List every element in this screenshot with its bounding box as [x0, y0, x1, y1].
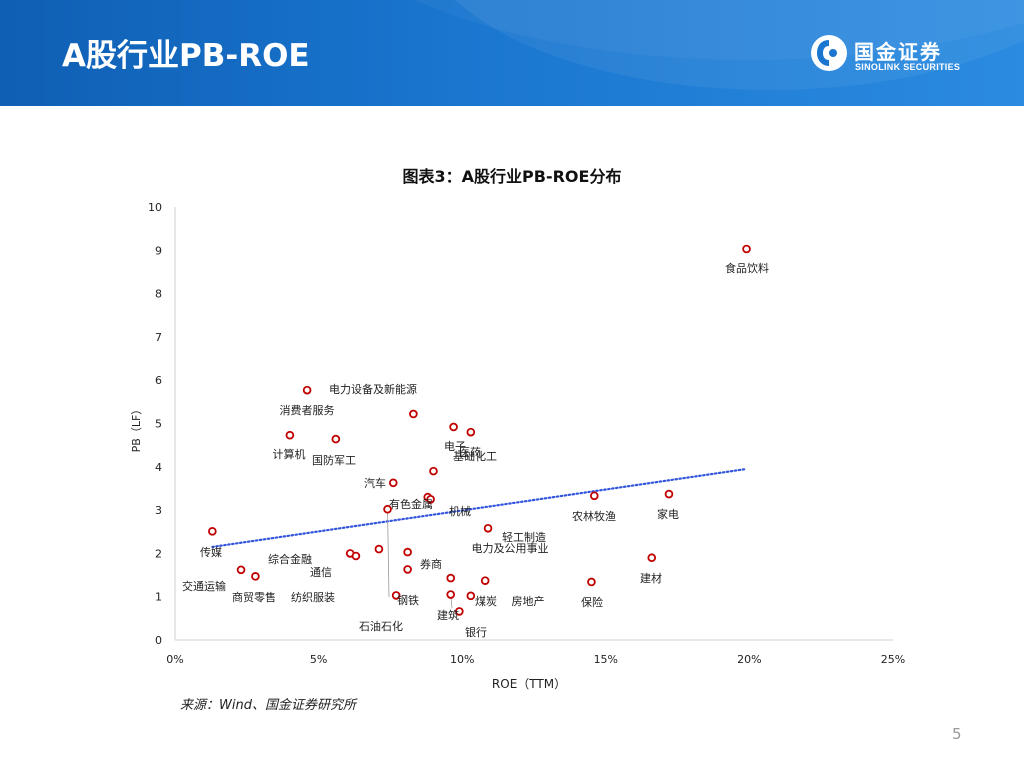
point-label: 综合金融 [268, 552, 312, 566]
point-label: 商贸零售 [232, 590, 276, 604]
point-label: 钢铁 [397, 594, 419, 607]
trendline-group [211, 467, 748, 549]
point-label: 通信 [310, 566, 332, 579]
data-point [383, 504, 392, 514]
y-tick-label: 4 [155, 461, 162, 474]
point-label: 交通运输 [182, 579, 226, 593]
x-axis-label: ROE（TTM） [492, 677, 566, 691]
point-label: 券商 [420, 557, 442, 571]
point-label: 汽车 [364, 476, 386, 490]
sinolink-logo-icon [811, 35, 847, 71]
source-note: 来源：Wind、国金证券研究所 [180, 698, 356, 713]
point-label: 家电 [657, 507, 679, 521]
y-axis-label: PB（LF） [130, 404, 143, 453]
slide-title: A股行业PB-ROE [62, 38, 310, 74]
logo-chinese-text: 国金证券 [854, 40, 942, 64]
point-label: 计算机 [273, 447, 306, 461]
data-point [302, 385, 312, 395]
data-point [351, 551, 361, 561]
y-tick-label: 3 [155, 504, 162, 517]
y-tick-label: 6 [155, 374, 162, 387]
point-label: 电力及公用事业 [472, 542, 549, 555]
y-tick-label: 7 [155, 331, 162, 344]
point-label: 食品饮料 [725, 261, 769, 275]
slide-header: A股行业PB-ROE 国金证券 SINOLINK SECURITIES [0, 0, 1024, 106]
data-point [388, 478, 398, 488]
data-point [449, 422, 458, 432]
data-point [590, 491, 599, 501]
point-label: 建材 [640, 571, 662, 585]
point-label: 电子 [444, 440, 466, 453]
data-point [331, 434, 341, 444]
data-point [480, 576, 490, 585]
x-tick-label: 15% [594, 653, 618, 666]
y-tick-label: 0 [155, 634, 162, 647]
data-point [664, 489, 674, 499]
data-point [403, 565, 412, 574]
data-point [429, 466, 438, 476]
data-point [647, 553, 657, 563]
point-label: 银行 [465, 625, 487, 639]
data-point [742, 244, 751, 254]
point-label: 房地产 [512, 594, 545, 608]
data-point [466, 427, 476, 437]
data-point [391, 591, 401, 600]
data-point [446, 573, 456, 583]
data-point [587, 577, 596, 587]
x-tick-label: 10% [450, 653, 474, 666]
point-label: 传媒 [200, 546, 222, 559]
point-label: 消费者服务 [280, 403, 335, 417]
chart-axes: 0 1 2 3 4 5 6 7 8 9 10 0% 5% 10% 15% 20% 25% ROE（TTM） PB（L… [130, 201, 905, 691]
data-point [236, 565, 246, 575]
data-point [403, 547, 412, 557]
company-logo: 国金证券 SINOLINK SECURITIES [802, 26, 982, 82]
point-label: 电力设备及新能源 [329, 382, 417, 396]
x-tick-label: 25% [881, 653, 905, 666]
y-tick-label: 2 [155, 547, 162, 560]
point-label: 保险 [581, 595, 603, 609]
data-points [208, 244, 751, 616]
point-label: 农林牧渔 [572, 509, 616, 523]
point-label: 机械 [449, 504, 471, 518]
point-label: 有色金属 [389, 497, 433, 511]
leader-line [387, 509, 390, 598]
point-label: 纺织服装 [291, 590, 335, 604]
data-point [285, 430, 295, 440]
data-point [374, 544, 384, 554]
point-label: 医药 [459, 446, 481, 459]
point-label: 国防军工 [312, 453, 356, 467]
y-tick-label: 9 [155, 244, 162, 257]
point-label: 建筑 [437, 608, 459, 622]
point-label: 煤炭 [475, 595, 497, 608]
chart-title: 图表3：A股行业PB-ROE分布 [402, 167, 622, 186]
y-tick-label: 8 [155, 288, 162, 301]
page-number: 5 [952, 725, 962, 743]
data-point [466, 591, 476, 601]
y-tick-label: 10 [148, 201, 162, 214]
x-tick-label: 20% [737, 653, 761, 666]
logo-english-text: SINOLINK SECURITIES [855, 62, 961, 72]
x-tick-label: 5% [310, 653, 327, 666]
point-label: 基础化工 [453, 449, 497, 463]
data-point [426, 494, 435, 504]
point-label: 轻工制造 [502, 530, 546, 544]
y-tick-label: 5 [155, 418, 162, 431]
data-point [446, 590, 456, 599]
y-tick-label: 1 [155, 591, 162, 604]
linear-trendline [211, 467, 748, 549]
data-point [208, 527, 217, 536]
data-point [251, 572, 260, 581]
data-point [455, 607, 464, 616]
data-point [483, 523, 493, 533]
data-point [409, 409, 418, 419]
x-tick-label: 0% [166, 653, 183, 666]
point-label: 石油石化 [359, 619, 403, 633]
